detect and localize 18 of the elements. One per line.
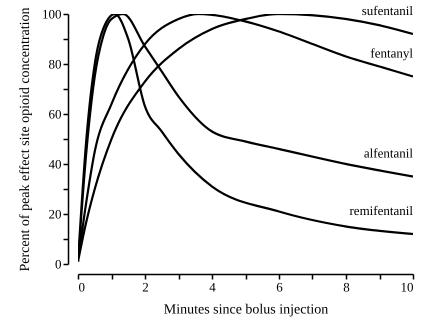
- series-label: fentanyl: [370, 46, 414, 60]
- y-tick-label: 0: [55, 256, 62, 272]
- x-tick-label: 0: [78, 280, 85, 294]
- x-tick-label: 2: [142, 280, 149, 294]
- x-tick-label: 4: [209, 280, 216, 294]
- x-axis-title: Minutes since bolus injection: [164, 302, 328, 318]
- x-tick-label: 8: [343, 280, 350, 294]
- x-tick-label: 10: [400, 280, 414, 294]
- series-label: remifentanil: [349, 203, 414, 218]
- y-tick-label: 60: [48, 106, 62, 122]
- y-axis-title: Percent of peak effect site opioid concentration: [18, 7, 33, 272]
- series-label: sufentanil: [362, 3, 414, 18]
- y-tick-label: 80: [48, 56, 62, 72]
- y-tick-label: 100: [42, 6, 62, 22]
- y-tick-label: 40: [48, 156, 62, 172]
- x-tick-label: 6: [276, 280, 284, 294]
- y-tick-label: 20: [48, 206, 62, 222]
- series-label: alfentanil: [364, 146, 414, 160]
